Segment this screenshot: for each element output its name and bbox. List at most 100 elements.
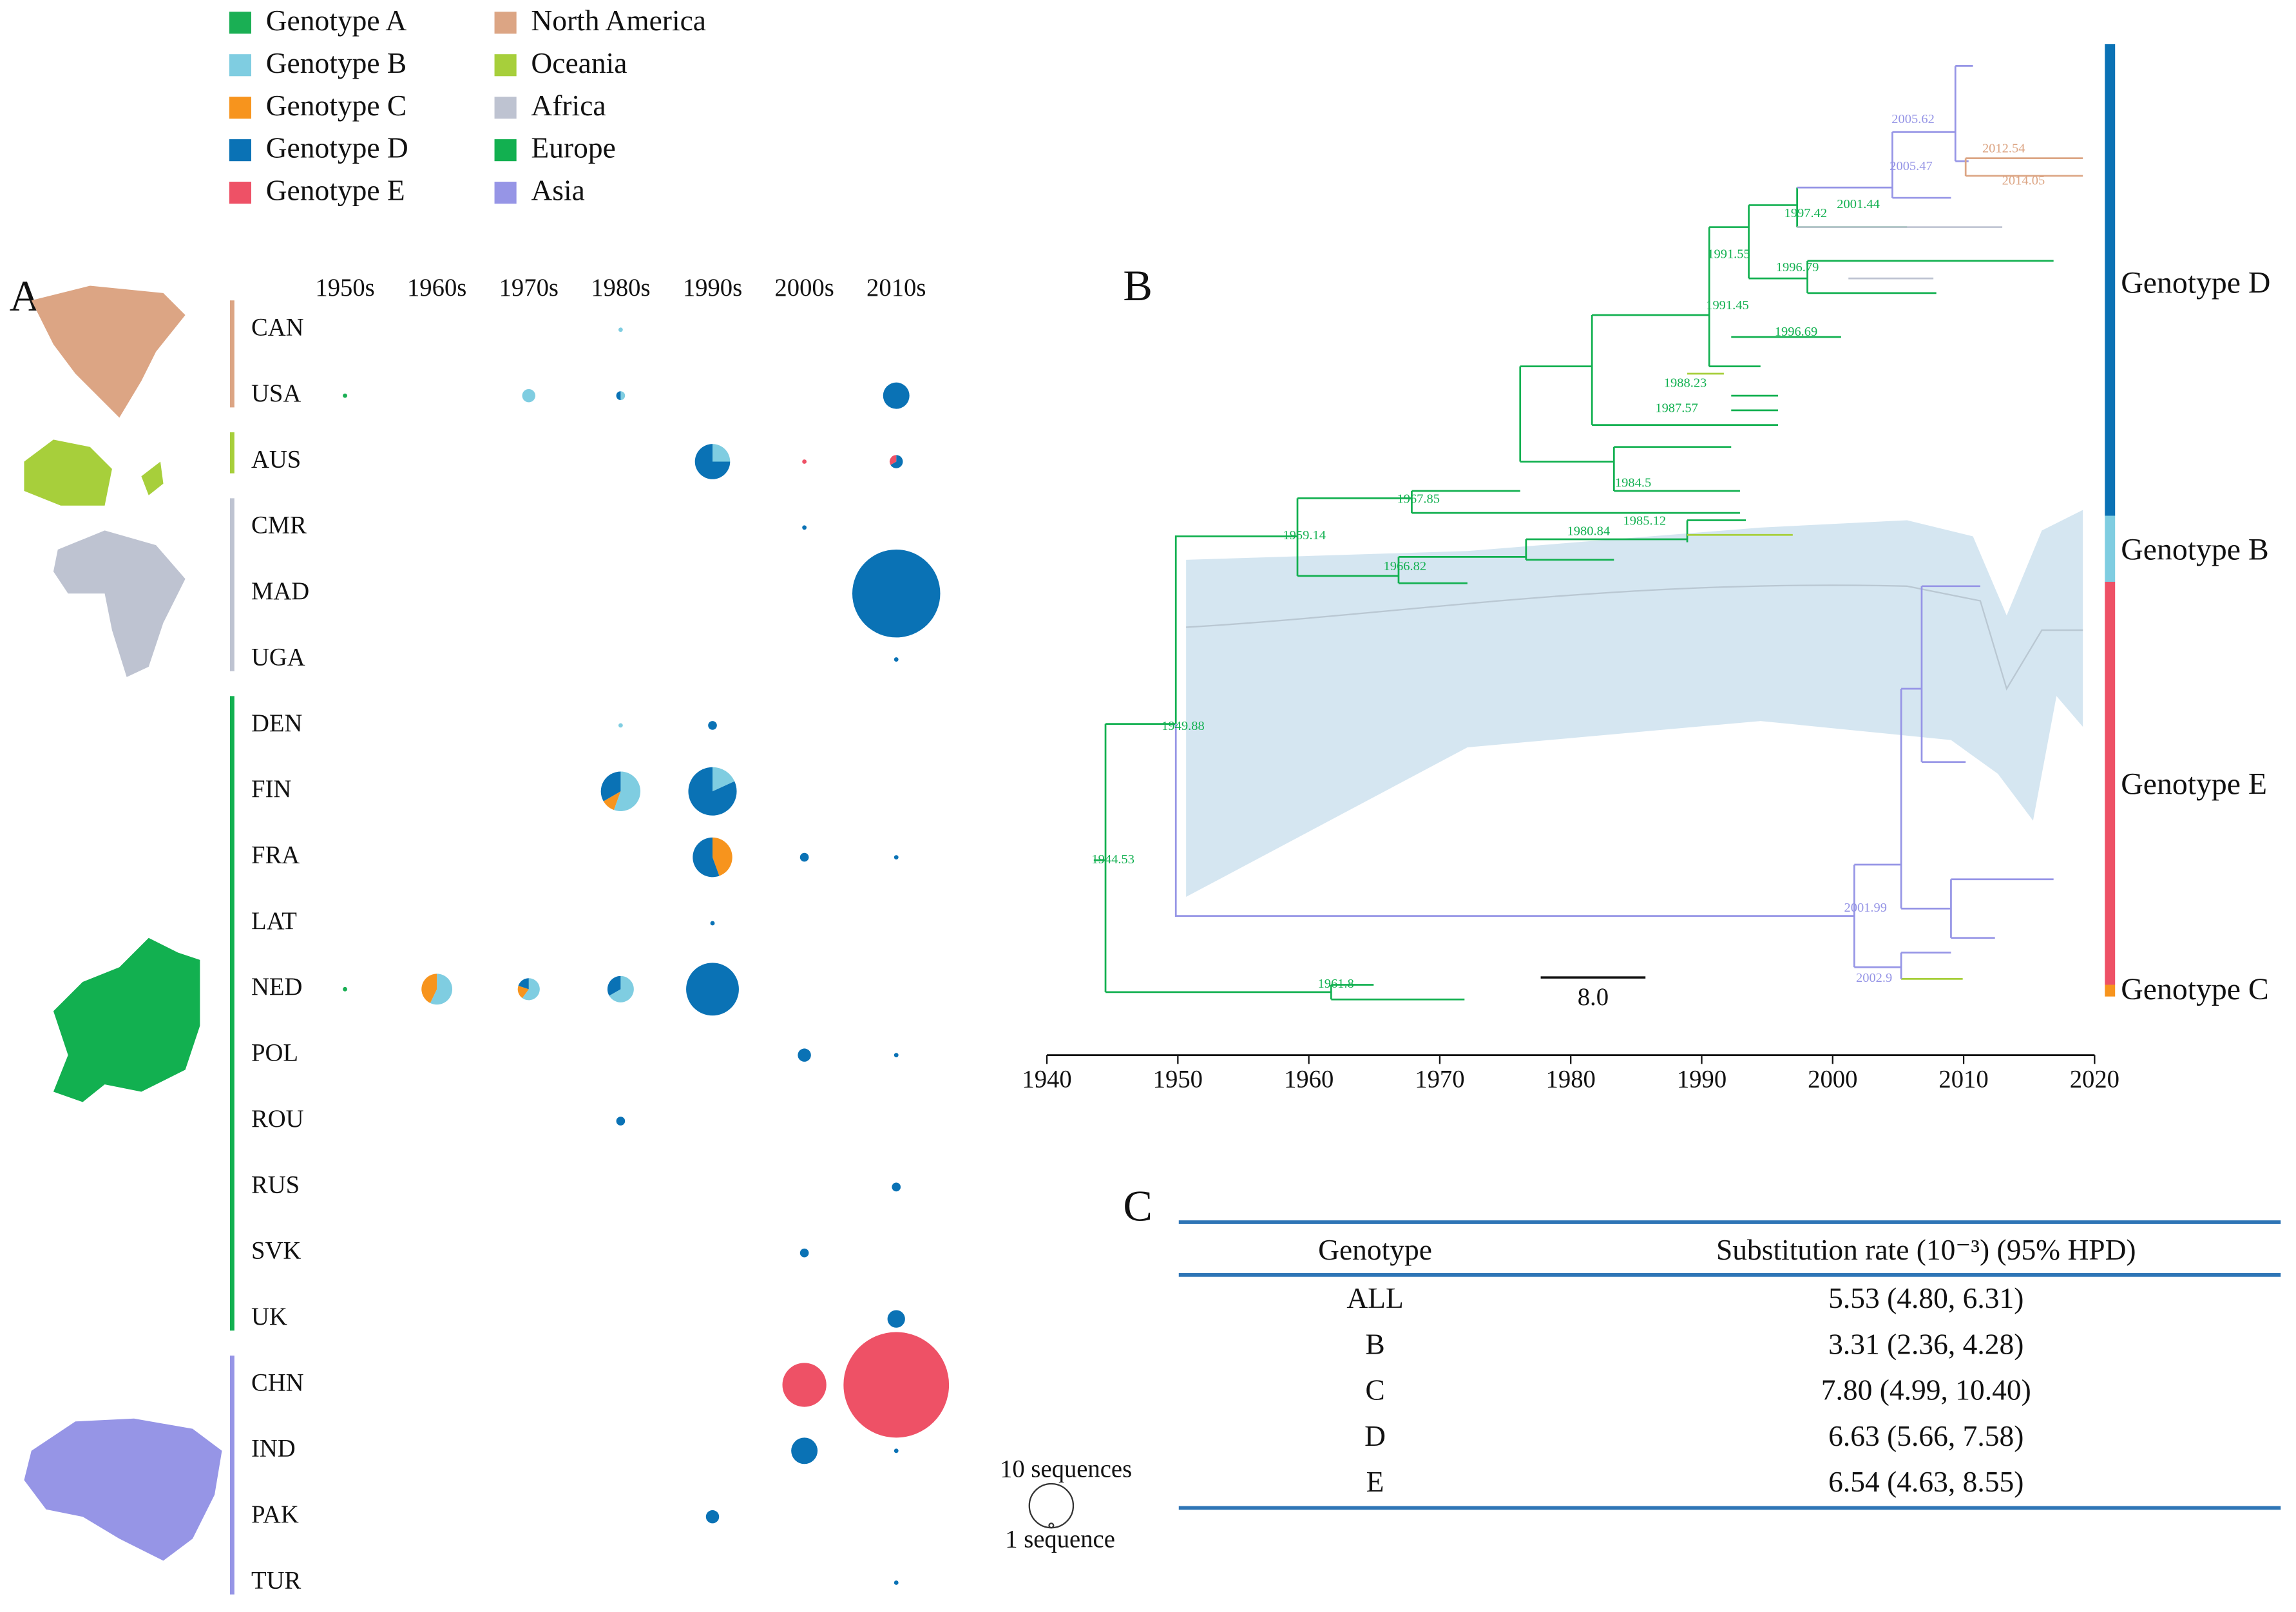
tree-branch [1797, 226, 2003, 280]
tree-branch [1964, 157, 2083, 177]
x-tick-label: 2010 [1938, 1066, 1988, 1093]
table-cell: 3.31 (2.36, 4.28) [1828, 1327, 2023, 1360]
node-label: 1991.45 [1706, 298, 1749, 312]
bubble [343, 986, 347, 992]
bubble-slice [522, 978, 540, 1001]
size-legend-label: 1 sequence [1005, 1526, 1115, 1553]
bubble [802, 459, 807, 464]
country-label: NED [251, 974, 302, 1001]
panel-label: B [1123, 261, 1153, 310]
table-cell: ALL [1346, 1281, 1403, 1314]
node-label: 2005.47 [1889, 159, 1933, 173]
node-label: 1984.5 [1615, 475, 1651, 490]
bubble [710, 921, 715, 926]
bubble [522, 389, 536, 403]
node-label: 2012.54 [1982, 142, 2025, 156]
clade-bar [2105, 44, 2116, 516]
country-label: UGA [251, 644, 305, 671]
node-label: 2002.9 [1856, 971, 1892, 985]
bubble-slice [600, 771, 621, 801]
legend-label: Europe [531, 131, 615, 164]
node-label: 1967.85 [1397, 492, 1440, 506]
table-cell: E [1366, 1465, 1384, 1498]
decade-label: 1960s [407, 274, 466, 302]
country-label: MAD [251, 578, 309, 605]
bubble-slice [693, 837, 720, 878]
node-label: 1966.82 [1384, 559, 1427, 573]
node-label: 1996.69 [1775, 325, 1818, 339]
bubble [802, 525, 807, 530]
tree-branch [1174, 64, 2054, 979]
clade-bar [2105, 515, 2116, 582]
legend-label: Genotype A [266, 4, 407, 37]
bubble [798, 1048, 811, 1062]
node-label: 1961.8 [1317, 977, 1354, 991]
table-cell: C [1365, 1374, 1384, 1406]
node-label: 2001.44 [1837, 197, 1880, 211]
clade-label: Genotype D [2121, 265, 2270, 300]
decade-label: 1950s [315, 274, 374, 302]
bubble [894, 1448, 899, 1454]
x-tick-label: 1970 [1415, 1066, 1464, 1093]
legend-label: Oceania [531, 46, 627, 79]
country-label: DEN [251, 710, 303, 737]
bubble-slice [620, 391, 626, 400]
panel-label: C [1123, 1181, 1153, 1230]
bubble-slice [517, 986, 529, 999]
table-header: Substitution rate (10⁻³) (95% HPD) [1716, 1233, 2136, 1266]
bubble-slice [694, 444, 731, 479]
node-label: 1985.12 [1623, 513, 1667, 528]
x-tick-label: 2000 [1808, 1066, 1857, 1093]
bubble [782, 1363, 827, 1407]
bubble [799, 1248, 809, 1258]
bubble [343, 393, 347, 398]
bubble-slice [613, 771, 641, 811]
node-label: 1987.57 [1655, 401, 1698, 415]
bubble-slice [421, 974, 437, 1003]
hpd-band [1186, 510, 2083, 897]
node-label: 1980.84 [1567, 524, 1611, 538]
legend-swatch [229, 139, 251, 162]
legend-swatch [494, 139, 517, 162]
bubble [892, 1182, 901, 1192]
decade-label: 1970s [499, 274, 559, 302]
x-tick-label: 1960 [1284, 1066, 1334, 1093]
node-label: 2001.99 [1844, 901, 1887, 915]
bubble-slice [713, 837, 732, 876]
tree-branch [1687, 372, 1963, 980]
decade-label: 2000s [774, 274, 834, 302]
country-label: IND [251, 1435, 296, 1463]
x-tick-label: 1950 [1153, 1066, 1203, 1093]
country-label: CMR [251, 512, 307, 539]
size-legend-label: 10 sequences [1000, 1456, 1132, 1483]
bubble [705, 1510, 720, 1524]
country-label: CAN [251, 314, 304, 341]
bubble-slice [889, 455, 897, 465]
region-map [24, 1418, 222, 1561]
country-label: FRA [251, 841, 300, 868]
clade-label: Genotype E [2121, 767, 2267, 801]
bubble-slice [890, 455, 903, 468]
legend-label: Genotype C [266, 89, 407, 122]
node-label: 2005.62 [1891, 112, 1935, 126]
bubble-slice [609, 975, 634, 1003]
bubble-slice [713, 767, 735, 792]
legend-label: Africa [531, 89, 606, 122]
node-label: 1959.14 [1283, 528, 1326, 542]
bubble [791, 1437, 818, 1464]
country-label: UK [251, 1303, 287, 1330]
bubble-slice [688, 767, 737, 816]
x-tick-label: 2020 [2070, 1066, 2119, 1093]
clade-bar [2105, 581, 2116, 985]
bubble [843, 1332, 950, 1438]
country-label: USA [251, 380, 301, 407]
panel-label: A [10, 271, 41, 320]
country-label: RUS [251, 1171, 300, 1198]
bubble [799, 852, 809, 862]
x-tick-label: 1980 [1546, 1066, 1596, 1093]
node-label: 1944.53 [1091, 852, 1134, 867]
decade-label: 1990s [683, 274, 742, 302]
table-cell: 7.80 (4.99, 10.40) [1821, 1374, 2031, 1406]
x-tick-label: 1990 [1677, 1066, 1727, 1093]
